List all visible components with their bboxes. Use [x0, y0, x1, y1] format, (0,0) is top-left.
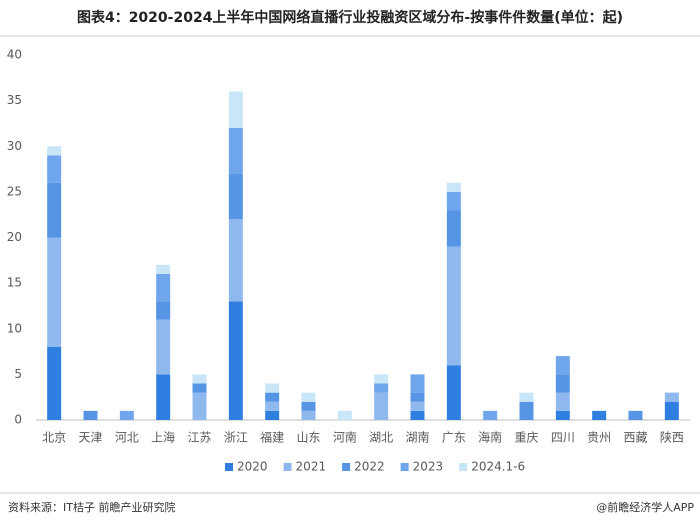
bar-segment [446, 210, 461, 247]
x-tick-label: 福建 [260, 430, 284, 445]
source: 资料来源：IT桔子 前瞻产业研究院 [8, 500, 175, 514]
y-tick-label: 25 [7, 184, 22, 198]
bar-segment [265, 410, 280, 420]
x-tick-label: 贵州 [587, 431, 611, 445]
bar-segment [374, 383, 389, 393]
bar-segment [265, 383, 280, 393]
bar-segment [265, 392, 280, 402]
legend-swatch [459, 463, 468, 471]
bar-segment [555, 374, 570, 393]
x-tick-label: 四川 [551, 431, 575, 445]
bar-segment [156, 301, 171, 320]
bar-segment [592, 410, 607, 420]
bar-segment [374, 374, 389, 384]
bar-segment [628, 410, 643, 420]
legend-swatch [342, 463, 351, 471]
bar-segment [483, 410, 498, 420]
bar-segment [555, 392, 570, 411]
bar-segment [410, 401, 425, 411]
bar-segment [47, 155, 62, 183]
x-tick-label: 西藏 [623, 431, 647, 445]
bar-segment [156, 374, 171, 420]
bar-segment [192, 383, 207, 393]
bar-segment [519, 401, 534, 420]
x-tick-label: 天津 [78, 431, 102, 445]
x-tick-label: 湖南 [405, 430, 429, 445]
bar-segment [192, 392, 207, 420]
y-tick-label: 5 [14, 367, 22, 381]
bar-segment [555, 356, 570, 375]
y-tick-label: 20 [7, 230, 22, 244]
bar-segment [446, 182, 461, 192]
bar-segment [119, 410, 134, 420]
legend-label: 2021 [296, 460, 327, 474]
brand: @前瞻经济学人APP [596, 500, 694, 514]
bar-segment [83, 410, 98, 420]
y-tick-label: 30 [7, 139, 22, 153]
legend-swatch [283, 463, 292, 471]
bar-segment [519, 392, 534, 402]
bar-segment [555, 410, 570, 420]
bar-segment [265, 401, 280, 411]
bar-segment [337, 410, 352, 420]
y-tick-label: 10 [7, 321, 22, 335]
legend-label: 2023 [413, 460, 444, 474]
bar-segment [446, 365, 461, 420]
bar-segment [301, 410, 316, 420]
x-tick-label: 河南 [333, 430, 357, 445]
x-tick-label: 重庆 [514, 431, 538, 445]
x-tick-label: 海南 [478, 430, 502, 445]
y-tick-label: 40 [7, 48, 22, 62]
bar-segment [47, 146, 62, 156]
x-tick-label: 浙江 [224, 431, 248, 445]
x-tick-label: 河北 [115, 431, 139, 445]
bar-segment [156, 319, 171, 375]
bar-segment [192, 374, 207, 384]
legend-label: 2024.1-6 [471, 460, 525, 474]
bar-segment [374, 392, 389, 420]
bar-segment [301, 392, 316, 402]
bar-segment [228, 219, 243, 302]
bar-segment [410, 374, 425, 393]
x-tick-label: 陕西 [660, 430, 684, 445]
bar-segment [410, 392, 425, 402]
bar-segment [228, 91, 243, 128]
y-tick-label: 35 [7, 93, 22, 107]
legend-label: 2022 [354, 460, 385, 474]
chart-title: 图表4：2020-2024上半年中国网络直播行业投融资区域分布-按事件件数量(单… [77, 9, 623, 26]
bar-segment [664, 392, 679, 402]
bar-segment [410, 410, 425, 420]
bar-segment [446, 191, 461, 211]
bar-segment [228, 301, 243, 420]
bar-segment [446, 246, 461, 366]
x-tick-label: 江苏 [187, 431, 211, 445]
bar-segment [47, 237, 62, 347]
x-tick-label: 广东 [442, 431, 466, 445]
y-tick-label: 15 [7, 276, 22, 290]
bar-segment [156, 274, 171, 302]
legend-swatch [225, 463, 233, 471]
bar-segment [228, 173, 243, 220]
legend-label: 2020 [237, 460, 268, 474]
bar-segment [664, 401, 679, 420]
x-tick-label: 北京 [42, 431, 66, 445]
bar-segment [156, 264, 171, 274]
x-tick-label: 山东 [296, 431, 320, 445]
bar-segment [228, 128, 243, 174]
bar-segment [301, 401, 316, 411]
x-tick-label: 湖北 [369, 430, 393, 445]
y-tick-label: 0 [14, 413, 22, 427]
bar-segment [47, 182, 62, 238]
bar-segment [47, 347, 62, 420]
x-tick-label: 上海 [151, 430, 175, 445]
legend-swatch [400, 463, 409, 471]
